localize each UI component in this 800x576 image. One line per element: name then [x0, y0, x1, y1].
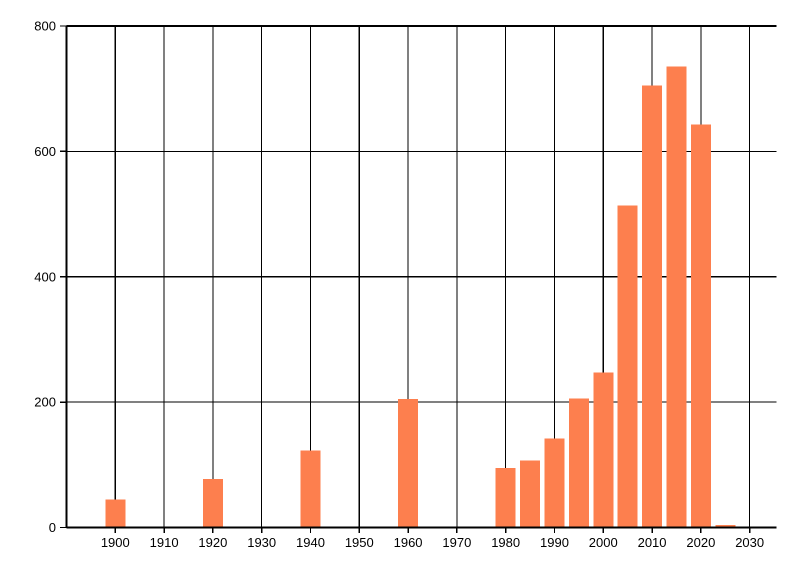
bar-1995	[568, 398, 589, 528]
bar-2000	[593, 372, 614, 528]
y-tick-label-0: 0	[49, 520, 56, 535]
bar-2020	[690, 124, 711, 528]
x-tick-label-2030: 2030	[735, 535, 764, 550]
bar-1990	[544, 438, 565, 528]
y-tick-label-200: 200	[34, 395, 56, 410]
y-tick-label-800: 800	[34, 19, 56, 34]
bar-1980	[495, 467, 516, 528]
y-tick-label-600: 600	[34, 144, 56, 159]
bar-1960	[398, 398, 419, 528]
bar-2025	[715, 524, 736, 528]
bar-2005	[617, 205, 638, 528]
x-tick-label-2020: 2020	[686, 535, 715, 550]
x-tick-label-1990: 1990	[540, 535, 569, 550]
x-tick-label-1960: 1960	[394, 535, 423, 550]
bar-1920	[202, 479, 223, 528]
x-tick-label-1950: 1950	[345, 535, 374, 550]
x-tick-label-1930: 1930	[247, 535, 276, 550]
x-tick-label-1970: 1970	[442, 535, 471, 550]
x-tick-label-1940: 1940	[296, 535, 325, 550]
bar-1900	[105, 499, 126, 528]
x-tick-label-1980: 1980	[491, 535, 520, 550]
x-tick-label-1910: 1910	[150, 535, 179, 550]
bar-1940	[300, 450, 321, 528]
x-tick-label-1900: 1900	[101, 535, 130, 550]
x-tick-label-2000: 2000	[589, 535, 618, 550]
y-tick-label-400: 400	[34, 269, 56, 284]
bar-2010	[642, 85, 663, 528]
bar-1985	[520, 460, 541, 528]
bar-2015	[666, 66, 687, 528]
x-tick-label-1920: 1920	[198, 535, 227, 550]
x-tick-label-2010: 2010	[638, 535, 667, 550]
